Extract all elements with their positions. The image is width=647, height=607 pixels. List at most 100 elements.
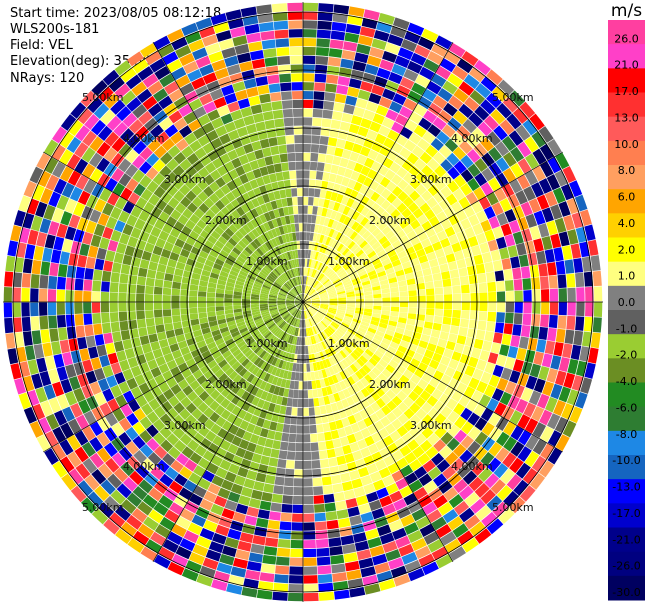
- velocity-gate: [456, 58, 474, 74]
- velocity-gate: [286, 295, 295, 300]
- velocity-gate: [217, 487, 231, 500]
- velocity-gate: [166, 359, 178, 370]
- velocity-gate: [303, 592, 319, 602]
- velocity-gate: [237, 409, 247, 420]
- velocity-gate: [241, 213, 250, 224]
- velocity-gate: [431, 43, 448, 58]
- velocity-gate: [300, 319, 303, 328]
- velocity-gate: [270, 145, 280, 156]
- velocity-gate: [443, 348, 454, 359]
- velocity-gate: [399, 307, 409, 313]
- velocity-gate: [482, 340, 493, 352]
- velocity-gate: [353, 315, 362, 321]
- velocity-gate: [318, 274, 325, 282]
- velocity-gate: [407, 529, 423, 543]
- velocity-gate: [299, 363, 303, 372]
- velocity-gate: [510, 256, 521, 269]
- velocity-gate: [262, 284, 271, 290]
- colorbar-tick-label: 13.0: [614, 111, 639, 124]
- velocity-gate: [303, 38, 317, 47]
- velocity-gate: [522, 467, 538, 485]
- velocity-gate: [231, 138, 243, 149]
- velocity-gate: [371, 353, 381, 363]
- velocity-gate: [371, 451, 383, 463]
- velocity-gate: [394, 379, 406, 390]
- velocity-gate: [244, 280, 254, 286]
- velocity-gate: [152, 432, 166, 446]
- velocity-gate: [275, 422, 284, 433]
- velocity-gate: [295, 302, 303, 305]
- velocity-gate: [456, 335, 467, 345]
- velocity-gate: [202, 557, 219, 570]
- velocity-gate: [166, 407, 179, 420]
- velocity-gate: [431, 241, 443, 252]
- velocity-gate: [324, 316, 333, 323]
- velocity-gate: [4, 271, 14, 287]
- velocity-gate: [250, 240, 259, 250]
- velocity-gate: [484, 261, 494, 273]
- velocity-gate: [291, 288, 298, 296]
- velocity-gate: [139, 259, 150, 269]
- velocity-gate: [458, 103, 474, 119]
- velocity-gate: [329, 304, 338, 308]
- velocity-gate: [255, 261, 264, 269]
- velocity-gate: [227, 528, 242, 540]
- velocity-gate: [360, 511, 374, 523]
- velocity-gate: [343, 378, 352, 388]
- velocity-gate: [188, 230, 200, 241]
- velocity-gate: [281, 351, 287, 361]
- velocity-gate: [191, 324, 201, 332]
- velocity-gate: [285, 135, 295, 145]
- velocity-gate: [303, 294, 306, 302]
- velocity-gate: [96, 157, 110, 173]
- velocity-gate: [441, 270, 451, 280]
- velocity-gate: [451, 277, 461, 287]
- velocity-gate: [310, 278, 315, 287]
- velocity-gate: [98, 502, 115, 518]
- velocity-gate: [427, 184, 440, 197]
- velocity-gate: [301, 310, 303, 319]
- velocity-gate: [409, 479, 423, 493]
- velocity-gate: [273, 315, 281, 321]
- velocity-gate: [278, 450, 288, 460]
- velocity-gate: [281, 332, 287, 341]
- velocity-gate: [377, 249, 387, 258]
- velocity-gate: [567, 287, 576, 302]
- velocity-gate: [477, 320, 487, 331]
- velocity-gate: [319, 243, 325, 253]
- velocity-gate: [547, 430, 562, 447]
- velocity-gate: [358, 227, 368, 237]
- velocity-gate: [303, 294, 306, 302]
- velocity-gate: [316, 38, 331, 48]
- velocity-gate: [364, 334, 374, 342]
- velocity-gate: [297, 310, 301, 319]
- velocity-gate: [266, 528, 280, 539]
- velocity-gate: [127, 311, 137, 321]
- velocity-gate: [230, 109, 243, 121]
- velocity-gate: [309, 170, 317, 180]
- velocity-gate: [286, 304, 295, 308]
- velocity-gate: [241, 346, 251, 355]
- velocity-gate: [251, 453, 262, 464]
- velocity-gate: [354, 52, 369, 64]
- velocity-gate: [180, 196, 192, 208]
- velocity-gate: [185, 414, 197, 427]
- velocity-gate: [332, 201, 341, 212]
- velocity-gate: [99, 402, 112, 417]
- velocity-gate: [56, 289, 66, 302]
- velocity-gate: [252, 535, 266, 546]
- velocity-gate: [209, 346, 219, 355]
- velocity-gate: [483, 206, 496, 220]
- velocity-gate: [231, 157, 242, 169]
- velocity-gate: [287, 294, 296, 299]
- velocity-gate: [219, 270, 229, 278]
- velocity-gate: [94, 198, 107, 213]
- velocity-gate: [436, 131, 450, 145]
- velocity-gate: [363, 287, 372, 293]
- velocity-gate: [207, 359, 218, 370]
- velocity-gate: [327, 137, 338, 147]
- velocity-gate: [392, 369, 403, 380]
- velocity-gate: [292, 268, 297, 277]
- velocity-gate: [274, 574, 289, 584]
- velocity-gate: [388, 359, 399, 369]
